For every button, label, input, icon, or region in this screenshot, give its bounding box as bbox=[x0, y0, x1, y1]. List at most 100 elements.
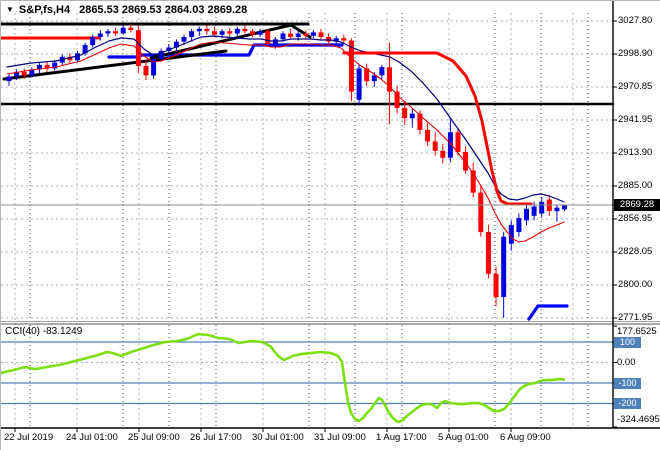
symbol-dropdown-icon[interactable]: ▼ bbox=[6, 5, 14, 14]
candle-body-down bbox=[478, 192, 484, 233]
price-axis-label: 2828.05 bbox=[618, 246, 653, 257]
time-axis-label: 26 Jul 17:00 bbox=[190, 432, 242, 443]
candle-body-up bbox=[90, 37, 96, 46]
candle-body-down bbox=[44, 64, 50, 69]
time-axis-label: 22 Jul 2019 bbox=[4, 432, 54, 443]
candle-body-down bbox=[425, 129, 431, 142]
price-axis-label: 2771.95 bbox=[618, 312, 653, 323]
candle-body-down bbox=[341, 38, 347, 41]
candle-body-up bbox=[257, 31, 263, 35]
candle-body-down bbox=[493, 273, 499, 297]
candle-body-down bbox=[394, 91, 400, 108]
candle-body-up bbox=[539, 201, 545, 214]
candle-body-down bbox=[143, 66, 149, 76]
price-axis-label: 2885.00 bbox=[618, 180, 653, 191]
candle-body-up bbox=[173, 41, 179, 48]
candle-body-down bbox=[204, 28, 210, 32]
candle-body-up bbox=[447, 132, 453, 158]
candle-body-down bbox=[432, 141, 438, 151]
price-axis-label: 2970.85 bbox=[618, 81, 653, 92]
candle-body-down bbox=[470, 170, 476, 193]
candle-body-up bbox=[219, 31, 225, 35]
cci-level-badge: -100 bbox=[614, 378, 641, 389]
candle-body-up bbox=[181, 37, 187, 42]
candle-body-down bbox=[417, 113, 423, 130]
candle-body-up bbox=[531, 206, 537, 216]
candle-body-up bbox=[97, 33, 103, 37]
candle-body-down bbox=[250, 31, 255, 35]
cci-level-badge: -200 bbox=[614, 398, 641, 409]
candle-body-up bbox=[105, 31, 111, 34]
price-axis-label: 2998.90 bbox=[618, 48, 653, 59]
candle-body-down bbox=[455, 132, 461, 152]
candle-body-down bbox=[318, 32, 324, 37]
cci-zero-label: 0.00 bbox=[617, 356, 636, 368]
price-axis-label: 2941.95 bbox=[618, 114, 653, 125]
candle-body-down bbox=[326, 37, 332, 42]
overlay-blue-step-lower bbox=[527, 304, 569, 321]
candle-body-up bbox=[158, 50, 164, 59]
cci-scale-min-label: -324.4695 bbox=[617, 414, 660, 425]
candle-body-down bbox=[288, 33, 294, 37]
time-axis-label: 6 Aug 09:00 bbox=[500, 432, 551, 443]
price-axis-label: 2913.90 bbox=[618, 147, 653, 158]
time-axis-label: 24 Jul 01:00 bbox=[66, 432, 118, 443]
candle-body-down bbox=[387, 67, 392, 92]
candle-body-down bbox=[113, 31, 118, 34]
candle-body-up bbox=[333, 38, 339, 42]
time-axis-label: 1 Aug 17:00 bbox=[376, 432, 427, 443]
candle-body-up bbox=[234, 28, 240, 34]
candle-body-down bbox=[265, 31, 271, 44]
time-axis-label: 31 Jul 09:00 bbox=[314, 432, 366, 443]
overlay-black-trendline-a bbox=[2, 49, 228, 81]
cci-series-line bbox=[1, 332, 566, 424]
symbol-title: S&P,fs,H4 bbox=[18, 3, 71, 16]
candle-body-up bbox=[14, 71, 20, 77]
candle-body-up bbox=[310, 32, 316, 36]
candle-body-down bbox=[67, 56, 73, 61]
candle-body-down bbox=[227, 31, 233, 34]
candle-body-up bbox=[371, 75, 377, 82]
candle-body-up bbox=[82, 45, 88, 54]
candle-body-up bbox=[75, 53, 80, 61]
time-axis-label: 5 Aug 01:00 bbox=[438, 432, 489, 443]
overlay-ma-fast-navy bbox=[6, 35, 565, 203]
candle-body-up bbox=[189, 31, 195, 37]
overlay-heavy-red-ma bbox=[342, 51, 533, 206]
candle-body-up bbox=[554, 207, 560, 212]
candle-body-up bbox=[501, 236, 507, 298]
time-axis-label: 25 Jul 09:00 bbox=[128, 432, 180, 443]
candle-body-down bbox=[135, 30, 141, 67]
candle-body-up bbox=[36, 64, 42, 70]
price-axis-label: 2800.00 bbox=[618, 279, 653, 290]
candle-body-up bbox=[409, 113, 415, 119]
candle-body-down bbox=[402, 107, 408, 119]
time-axis-label: 30 Jul 01:00 bbox=[252, 432, 304, 443]
candle-body-down bbox=[212, 31, 217, 35]
current-price-box: 2869.28 bbox=[614, 199, 660, 211]
candle-body-up bbox=[295, 33, 301, 37]
candle-body-up bbox=[52, 62, 58, 69]
candle-body-up bbox=[516, 218, 522, 232]
candle-body-down bbox=[303, 33, 309, 36]
candle-body-up bbox=[562, 205, 567, 210]
ohlc-values: 2865.53 2869.53 2864.03 2869.28 bbox=[79, 3, 248, 16]
cci-scale-max-label: 177.6525 bbox=[617, 326, 657, 337]
price-axis-label: 2856.95 bbox=[618, 213, 653, 224]
candle-body-up bbox=[120, 27, 126, 34]
cci-indicator-label: CCI(40) -83.1249 bbox=[5, 326, 83, 337]
candle-body-up bbox=[524, 208, 529, 221]
cci-level-badge: 100 bbox=[614, 337, 641, 348]
candle-body-down bbox=[364, 68, 370, 82]
chart-title-bar: ▼ S&P,fs,H4 2865.53 2869.53 2864.03 2869… bbox=[6, 3, 247, 16]
candle-body-up bbox=[379, 67, 385, 76]
candle-body-up bbox=[6, 76, 12, 82]
candle-body-down bbox=[440, 150, 446, 158]
candle-body-down bbox=[485, 232, 491, 274]
candle-body-up bbox=[508, 225, 514, 244]
candle-body-down bbox=[348, 40, 354, 92]
window-separator[interactable] bbox=[1, 319, 613, 326]
overlay-band-red-thin bbox=[6, 41, 565, 243]
